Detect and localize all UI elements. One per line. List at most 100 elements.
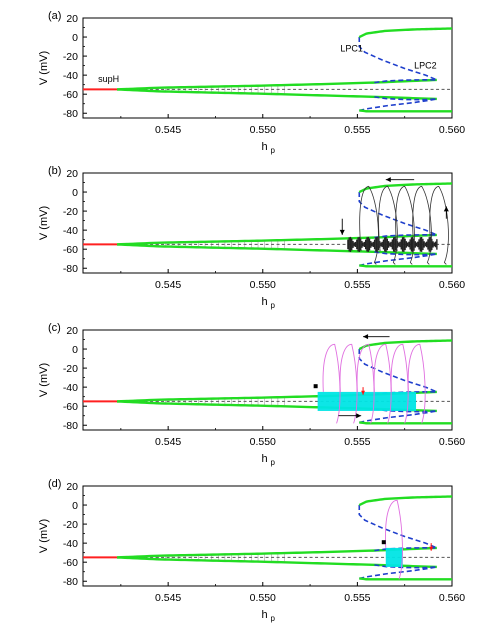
burst-spike bbox=[407, 343, 426, 424]
y-tick-label: 20 bbox=[66, 168, 78, 180]
y-tick-label: -60 bbox=[63, 401, 78, 413]
x-tick-label: 0.560 bbox=[439, 124, 465, 136]
panel-b: (b) 20 0 -20 -40 -60 -80 0.545 0.550 0.555 0.560 V … bbox=[38, 165, 465, 310]
y-tick-label: 20 bbox=[66, 481, 78, 493]
arrowhead bbox=[363, 334, 369, 340]
stable-cycle-lower bbox=[117, 88, 437, 101]
x-tick-label: 0.550 bbox=[250, 436, 276, 448]
annotation-lpc1: LPC1 bbox=[340, 43, 363, 53]
y-tick-label: -40 bbox=[63, 382, 78, 394]
big-cycle-min bbox=[359, 421, 452, 425]
cyan-oscillation-block bbox=[385, 547, 403, 567]
big-cycle-max bbox=[358, 495, 452, 507]
x-axis-title: h bbox=[261, 453, 267, 465]
annotation-suph: supH bbox=[98, 74, 119, 84]
x-tick-label: 0.555 bbox=[344, 436, 370, 448]
panel-d: (d) 20 0 -20 -40 -60 -80 0.545 0.550 0.555 0.560 V … bbox=[38, 478, 465, 623]
y-axis-title: V (mV) bbox=[38, 206, 50, 240]
x-tick-label: 0.545 bbox=[155, 124, 181, 136]
plot-area bbox=[83, 182, 452, 268]
plot-frame bbox=[82, 485, 453, 587]
x-axis-title-subscript: p bbox=[271, 614, 276, 623]
y-tick-label: 0 bbox=[72, 500, 78, 512]
y-tick-label: -40 bbox=[63, 225, 78, 237]
y-tick-label: -20 bbox=[63, 519, 78, 531]
big-cycle-min bbox=[359, 109, 452, 113]
x-axis-title: h bbox=[261, 141, 267, 153]
y-axis-title: V (mV) bbox=[38, 363, 50, 397]
x-tick-label: 0.550 bbox=[250, 124, 276, 136]
y-tick-label: -60 bbox=[63, 557, 78, 569]
y-tick-label: -80 bbox=[63, 108, 78, 120]
y-axis-title: V (mV) bbox=[38, 51, 50, 85]
burst-spike bbox=[373, 343, 392, 424]
plot-frame bbox=[82, 172, 453, 274]
unstable-cycle-branch-lower bbox=[359, 98, 438, 112]
cyan-oscillation-block bbox=[317, 391, 417, 411]
stable-cycle-upper bbox=[117, 233, 437, 246]
x-tick-label: 0.560 bbox=[439, 279, 465, 291]
big-cycle-max bbox=[358, 27, 452, 39]
plot-frame bbox=[82, 17, 453, 119]
y-tick-label: -60 bbox=[63, 244, 78, 256]
plot-area bbox=[83, 495, 452, 581]
x-tick-label: 0.560 bbox=[439, 436, 465, 448]
y-tick-label: -20 bbox=[63, 51, 78, 63]
unstable-cycle-branch-upper bbox=[358, 192, 438, 236]
x-tick-label: 0.555 bbox=[344, 124, 370, 136]
panel-label: (b) bbox=[48, 165, 61, 177]
stable-cycle-upper bbox=[117, 78, 437, 91]
x-axis-title-subscript: p bbox=[271, 458, 276, 467]
unstable-cycle-branch-upper bbox=[358, 37, 438, 81]
burst-spike bbox=[385, 499, 403, 580]
burst-spike bbox=[359, 185, 379, 265]
y-tick-label: -40 bbox=[63, 70, 78, 82]
x-axis-title: h bbox=[261, 296, 267, 308]
arrowhead bbox=[385, 177, 391, 183]
x-axis-title: h bbox=[261, 609, 267, 621]
y-tick-label: 20 bbox=[66, 13, 78, 25]
x-tick-label: 0.555 bbox=[344, 279, 370, 291]
panel-label: (a) bbox=[48, 10, 61, 22]
red-arrowhead bbox=[429, 546, 434, 551]
stable-cycle-upper bbox=[117, 546, 437, 559]
unstable-cycle-branch-lower bbox=[359, 566, 438, 580]
x-tick-label: 0.545 bbox=[155, 436, 181, 448]
y-axis-title: V (mV) bbox=[38, 519, 50, 553]
y-tick-label: -80 bbox=[63, 263, 78, 275]
y-tick-label: -60 bbox=[63, 89, 78, 101]
panel-c: (c) 20 0 -20 -40 -60 -80 0.545 0.550 0.555 0.560 V … bbox=[38, 322, 465, 467]
plot-frame bbox=[82, 329, 453, 431]
y-tick-label: -20 bbox=[63, 206, 78, 218]
arrowhead bbox=[443, 206, 449, 212]
burst-spike bbox=[322, 343, 341, 424]
big-cycle-max bbox=[358, 339, 452, 351]
start-marker bbox=[381, 540, 386, 545]
burst-spike bbox=[429, 185, 449, 265]
burst-spike bbox=[356, 343, 375, 424]
stable-cycle-lower bbox=[117, 243, 437, 256]
x-tick-label: 0.550 bbox=[250, 592, 276, 604]
y-tick-label: -80 bbox=[63, 576, 78, 588]
annotation-lpc2: LPC2 bbox=[414, 60, 437, 70]
plot-area bbox=[83, 27, 452, 113]
x-tick-label: 0.545 bbox=[155, 279, 181, 291]
start-marker bbox=[313, 384, 318, 389]
stable-cycle-lower bbox=[117, 556, 437, 569]
y-tick-label: -80 bbox=[63, 420, 78, 432]
big-cycle-min bbox=[359, 577, 452, 581]
panel-label: (c) bbox=[48, 322, 61, 334]
x-tick-label: 0.560 bbox=[439, 592, 465, 604]
y-tick-label: 0 bbox=[72, 187, 78, 199]
x-axis-title-subscript: p bbox=[271, 301, 276, 310]
unstable-cycle-branch-lower bbox=[359, 410, 438, 424]
y-tick-label: 20 bbox=[66, 325, 78, 337]
red-arrowhead bbox=[361, 390, 366, 395]
arrowhead bbox=[356, 413, 362, 419]
big-cycle-max bbox=[358, 182, 452, 194]
unstable-cycle-branch-lower bbox=[359, 253, 438, 267]
panel-a: (a) 20 0 -20 -40 -60 -80 0.545 0.550 0.555 0.560 V … bbox=[38, 10, 465, 155]
plot-area bbox=[83, 339, 452, 425]
x-axis-title-subscript: p bbox=[271, 146, 276, 155]
